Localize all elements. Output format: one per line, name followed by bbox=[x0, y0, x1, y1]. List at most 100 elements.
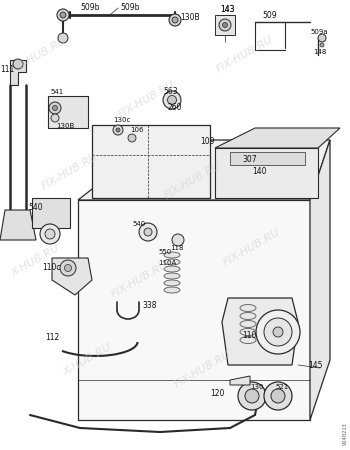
Text: X-HUB.RU: X-HUB.RU bbox=[9, 243, 61, 279]
Circle shape bbox=[128, 134, 136, 142]
Circle shape bbox=[163, 91, 181, 109]
Text: 118: 118 bbox=[170, 245, 183, 251]
Ellipse shape bbox=[164, 273, 180, 279]
Circle shape bbox=[168, 95, 176, 104]
Circle shape bbox=[49, 102, 61, 114]
Text: 260: 260 bbox=[168, 104, 182, 112]
Text: 509b: 509b bbox=[80, 4, 99, 13]
Polygon shape bbox=[230, 376, 250, 385]
Text: 563: 563 bbox=[163, 87, 177, 96]
Circle shape bbox=[238, 382, 266, 410]
Polygon shape bbox=[78, 140, 330, 200]
Text: 540: 540 bbox=[28, 203, 43, 212]
Text: 145: 145 bbox=[308, 361, 322, 370]
Circle shape bbox=[13, 59, 23, 69]
Text: 130B: 130B bbox=[56, 123, 74, 129]
Text: 111: 111 bbox=[0, 66, 14, 75]
Polygon shape bbox=[215, 128, 340, 148]
Circle shape bbox=[264, 318, 292, 346]
Polygon shape bbox=[78, 200, 310, 420]
Circle shape bbox=[51, 114, 59, 122]
Ellipse shape bbox=[164, 259, 180, 265]
Circle shape bbox=[139, 223, 157, 241]
Polygon shape bbox=[310, 140, 330, 420]
Text: FIX-HUB.RU: FIX-HUB.RU bbox=[110, 259, 170, 299]
Text: X-HUB.RU: X-HUB.RU bbox=[62, 342, 113, 378]
Circle shape bbox=[256, 310, 300, 354]
Circle shape bbox=[57, 9, 69, 21]
Circle shape bbox=[113, 125, 123, 135]
Circle shape bbox=[273, 327, 283, 337]
Circle shape bbox=[172, 17, 178, 23]
Text: 130B: 130B bbox=[180, 14, 200, 22]
Circle shape bbox=[64, 265, 71, 271]
Polygon shape bbox=[215, 15, 235, 35]
Circle shape bbox=[144, 228, 152, 236]
Ellipse shape bbox=[240, 328, 256, 336]
Text: 106: 106 bbox=[130, 127, 144, 133]
Polygon shape bbox=[48, 96, 88, 128]
Circle shape bbox=[271, 389, 285, 403]
Text: 143: 143 bbox=[220, 5, 235, 14]
Polygon shape bbox=[32, 198, 70, 228]
Text: 550: 550 bbox=[158, 249, 171, 255]
Text: 140: 140 bbox=[252, 167, 266, 176]
Circle shape bbox=[45, 229, 55, 239]
Text: 540: 540 bbox=[132, 221, 145, 227]
Circle shape bbox=[219, 19, 231, 31]
Ellipse shape bbox=[164, 252, 180, 258]
Text: FIX-HUB.RU: FIX-HUB.RU bbox=[222, 227, 282, 268]
Polygon shape bbox=[215, 148, 318, 198]
Text: 509: 509 bbox=[262, 12, 276, 21]
Text: 112: 112 bbox=[45, 333, 59, 342]
Ellipse shape bbox=[164, 266, 180, 272]
Circle shape bbox=[58, 33, 68, 43]
Text: 130c: 130c bbox=[113, 117, 130, 123]
Text: FIX-HUB.RU: FIX-HUB.RU bbox=[215, 34, 275, 74]
Text: 521: 521 bbox=[275, 384, 288, 390]
Text: 110c: 110c bbox=[42, 264, 61, 273]
Text: 509b: 509b bbox=[120, 4, 140, 13]
Circle shape bbox=[40, 224, 60, 244]
Circle shape bbox=[320, 43, 324, 47]
Circle shape bbox=[223, 22, 228, 27]
Text: 338: 338 bbox=[142, 301, 156, 310]
Text: FIX-HUB.RU: FIX-HUB.RU bbox=[40, 151, 100, 191]
Text: 541: 541 bbox=[50, 89, 63, 95]
Text: FIX-HUB.RU: FIX-HUB.RU bbox=[173, 349, 233, 389]
Text: 109: 109 bbox=[200, 138, 215, 147]
Polygon shape bbox=[10, 60, 26, 85]
Circle shape bbox=[245, 389, 259, 403]
Circle shape bbox=[60, 260, 76, 276]
Polygon shape bbox=[92, 125, 210, 198]
Ellipse shape bbox=[240, 305, 256, 311]
Circle shape bbox=[172, 234, 184, 246]
Ellipse shape bbox=[164, 287, 180, 293]
Text: X-HUB.RU: X-HUB.RU bbox=[16, 36, 68, 72]
Text: 130: 130 bbox=[250, 384, 264, 390]
Polygon shape bbox=[52, 258, 92, 295]
Text: 509a: 509a bbox=[310, 29, 328, 35]
Circle shape bbox=[169, 14, 181, 26]
Text: FIX-HUB.RU: FIX-HUB.RU bbox=[162, 160, 223, 200]
Text: 307: 307 bbox=[242, 156, 257, 165]
Circle shape bbox=[116, 128, 120, 132]
Circle shape bbox=[318, 34, 326, 42]
Ellipse shape bbox=[240, 312, 256, 319]
Text: 110A: 110A bbox=[158, 260, 176, 266]
Text: 148: 148 bbox=[313, 49, 326, 55]
Polygon shape bbox=[230, 152, 305, 165]
Circle shape bbox=[52, 105, 57, 111]
Ellipse shape bbox=[164, 280, 180, 286]
Polygon shape bbox=[222, 298, 298, 365]
Circle shape bbox=[264, 382, 292, 410]
Circle shape bbox=[60, 12, 66, 18]
Text: 110: 110 bbox=[242, 332, 256, 341]
Ellipse shape bbox=[240, 320, 256, 328]
Text: 9140213: 9140213 bbox=[343, 422, 348, 445]
Text: 143: 143 bbox=[220, 5, 235, 14]
Polygon shape bbox=[0, 210, 36, 240]
Text: 120: 120 bbox=[210, 388, 224, 397]
Text: FIX-HUB.RU: FIX-HUB.RU bbox=[117, 79, 177, 119]
Ellipse shape bbox=[240, 337, 256, 343]
